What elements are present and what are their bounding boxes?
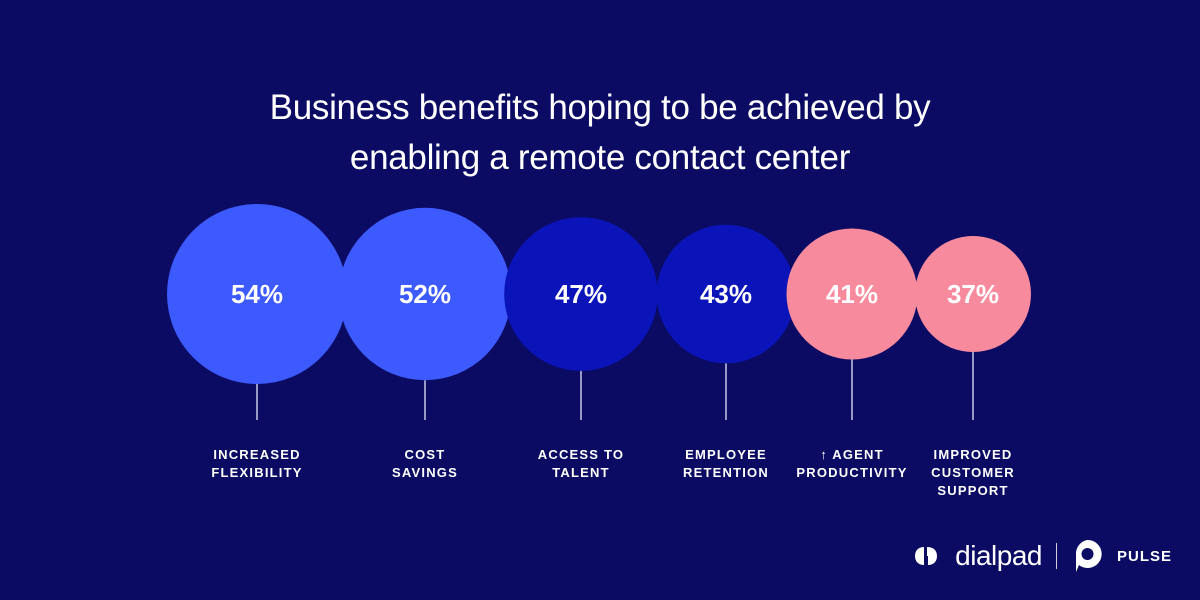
- brand-divider: [1055, 543, 1057, 569]
- category-label-line: INCREASED: [213, 447, 301, 462]
- category-label-1: INCREASED FLEXIBILITY: [182, 446, 332, 482]
- bubble-value-label-4: 43%: [700, 279, 752, 309]
- bubble-value-label-2: 52%: [399, 279, 451, 309]
- bubble-value-label-1: 54%: [231, 279, 283, 309]
- bubble-value-label-3: 47%: [555, 279, 607, 309]
- pulse-wordmark: PULSE: [1116, 547, 1172, 565]
- bubble-4: [656, 224, 796, 364]
- bubble-1: [167, 204, 347, 384]
- pulse-logo-icon: [1075, 539, 1102, 572]
- dialpad-wordmark: dialpad: [955, 540, 1042, 571]
- bubble-value-label-6: 37%: [947, 279, 999, 309]
- bubble-6: [915, 236, 1031, 352]
- category-label-line: SUPPORT: [937, 483, 1009, 498]
- category-label-line: TALENT: [552, 465, 610, 480]
- category-label-2: COST SAVINGS: [350, 446, 500, 482]
- category-label-line: RETENTION: [683, 465, 769, 480]
- category-label-3: ACCESS TO TALENT: [506, 446, 656, 482]
- category-label-6: IMPROVED CUSTOMER SUPPORT: [898, 446, 1048, 500]
- category-label-line: COST: [404, 447, 446, 462]
- category-label-line: PRODUCTIVITY: [796, 465, 908, 480]
- category-label-line: IMPROVED: [933, 447, 1013, 462]
- category-label-5: ↑ AGENT PRODUCTIVITY: [777, 446, 927, 482]
- category-label-line: ACCESS TO: [537, 447, 625, 462]
- category-label-line: SAVINGS: [392, 465, 458, 480]
- bubble-2: [338, 207, 512, 381]
- chart-title-line-2: enabling a remote contact center: [349, 138, 851, 178]
- category-label-line: FLEXIBILITY: [211, 465, 303, 480]
- bubble-3: [504, 217, 658, 371]
- chart-title: Business benefits hoping to be achieved …: [0, 83, 1200, 183]
- category-label-4: EMPLOYEE RETENTION: [651, 446, 801, 482]
- chart-title-line-1: Business benefits hoping to be achieved …: [269, 88, 931, 128]
- dialpad-logo-icon: [915, 547, 938, 565]
- category-label-line: EMPLOYEE: [685, 447, 767, 462]
- bubble-5: [786, 228, 918, 360]
- category-label-line: CUSTOMER: [931, 465, 1015, 480]
- brand-footer: dialpad PULSE: [911, 536, 1172, 576]
- bubble-value-label-5: 41%: [826, 279, 878, 309]
- category-label-line: ↑ AGENT: [820, 447, 884, 462]
